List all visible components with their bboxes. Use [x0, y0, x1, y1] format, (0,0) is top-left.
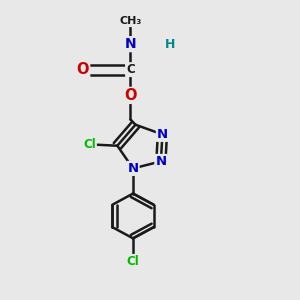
Text: Cl: Cl: [83, 138, 96, 151]
Text: O: O: [124, 88, 136, 103]
Text: N: N: [124, 37, 136, 51]
Text: H: H: [164, 38, 175, 51]
Text: N: N: [128, 162, 139, 175]
Text: CH₃: CH₃: [119, 16, 142, 26]
Text: N: N: [155, 155, 167, 168]
Text: O: O: [77, 62, 89, 77]
Text: N: N: [157, 128, 168, 141]
Text: C: C: [126, 63, 135, 76]
Text: Cl: Cl: [127, 255, 140, 268]
